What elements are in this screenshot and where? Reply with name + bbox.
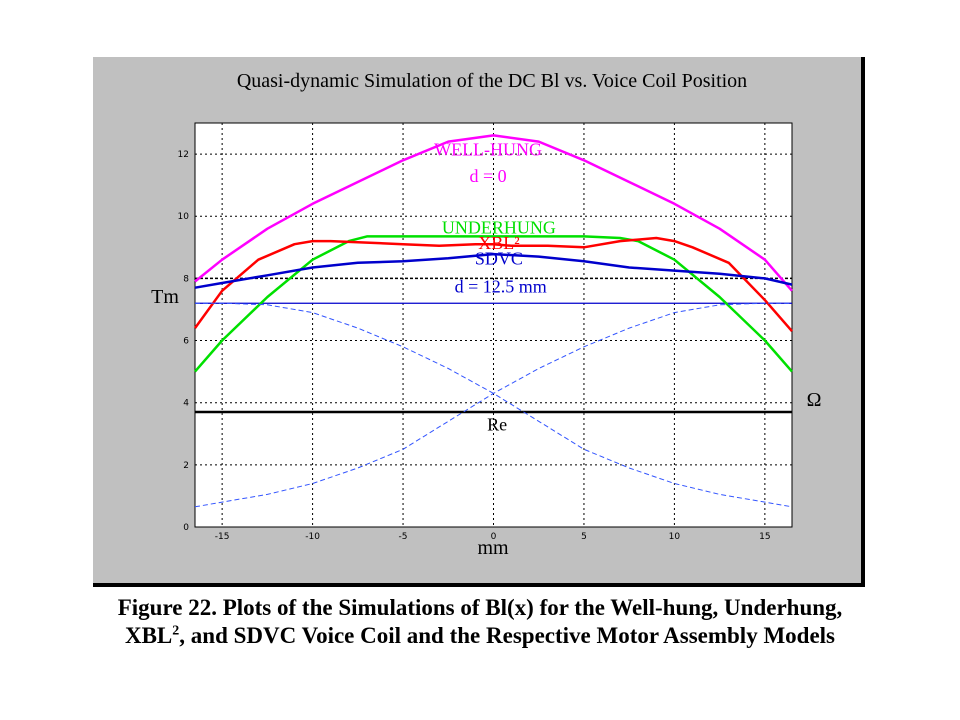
- x-tick-label: -10: [305, 532, 320, 542]
- annotation-label: SDVC: [475, 248, 523, 268]
- annotation-label: WELL-HUNG: [434, 140, 542, 160]
- series-line: [194, 235, 793, 373]
- series-line: [194, 252, 793, 289]
- y-tick-label: 4: [183, 399, 189, 409]
- series-line: [194, 302, 792, 508]
- y-tick-label: 0: [183, 523, 189, 533]
- y-tick-label: 6: [183, 337, 189, 347]
- reference-lines: [195, 277, 792, 304]
- x-tick-label: -15: [215, 532, 230, 542]
- annotation-label: Re: [487, 415, 507, 435]
- y-tick-label: 2: [183, 461, 189, 471]
- annotation-label: d = 0: [469, 166, 506, 186]
- y-axis-label-left: Tm: [151, 286, 179, 308]
- annotation-label: UNDERHUNG: [442, 217, 556, 237]
- x-tick-label: 5: [581, 532, 587, 542]
- x-tick-label: 10: [669, 532, 681, 542]
- x-tick-label: 0: [491, 532, 497, 542]
- figure-caption-line-1: Figure 22. Plots of the Simulations of B…: [117, 595, 843, 620]
- series-group: [193, 134, 793, 508]
- chart: Quasi-dynamic Simulation of the DC Bl vs…: [151, 70, 822, 559]
- figure-frame: Quasi-dynamic Simulation of the DC Bl vs…: [93, 57, 865, 587]
- annotation-label: XBL²: [478, 233, 519, 253]
- y-tick-label: 12: [178, 150, 189, 160]
- grid: [195, 123, 792, 528]
- caption-rest: , and SDVC Voice Coil and the Respective…: [179, 623, 835, 648]
- x-axis-label: mm: [477, 537, 509, 559]
- series-line: [194, 134, 793, 292]
- x-tick-label: 15: [759, 532, 770, 542]
- y-axis-label-right: Ω: [807, 389, 822, 411]
- axis-ticks: -15 -10 -5 0 5 10 15 0 2 4 6 8 10 12: [178, 150, 771, 542]
- figure-caption-line-2: XBL2, and SDVC Voice Coil and the Respec…: [0, 622, 960, 650]
- y-tick-label: 10: [178, 212, 190, 222]
- chart-title: Quasi-dynamic Simulation of the DC Bl vs…: [237, 70, 747, 92]
- caption-superscript: 2: [172, 623, 180, 639]
- series-line: [193, 236, 793, 333]
- caption-xbl: XBL: [124, 623, 173, 648]
- annotation-label: d = 12.5 mm: [455, 276, 547, 296]
- y-tick-label: 8: [183, 274, 189, 284]
- x-tick-label: -5: [399, 532, 408, 542]
